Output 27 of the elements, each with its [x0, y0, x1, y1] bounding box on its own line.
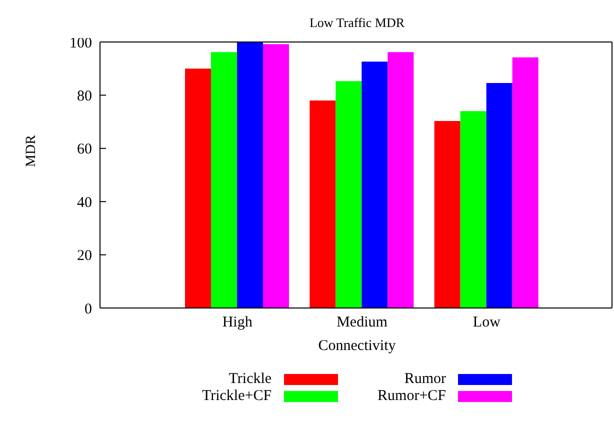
- bar: [263, 44, 289, 308]
- bar: [460, 111, 486, 308]
- bar: [185, 68, 211, 308]
- bar: [486, 82, 512, 308]
- legend-label: Rumor: [404, 371, 446, 388]
- bar: [237, 42, 263, 308]
- y-tick-label: 40: [77, 194, 92, 211]
- bar: [362, 62, 388, 308]
- bar: [512, 57, 538, 308]
- x-tick-label: High: [222, 314, 253, 331]
- y-axis-title: MDR: [24, 135, 40, 167]
- y-tick-label: 0: [84, 301, 92, 318]
- y-tick-label: 20: [77, 248, 92, 264]
- bar: [388, 52, 414, 308]
- legend-label: Trickle+CF: [202, 388, 272, 405]
- x-tick-label: Low: [472, 314, 501, 331]
- bar: [211, 52, 237, 308]
- bar: [434, 121, 460, 308]
- chart-title: Low Traffic MDR: [309, 15, 405, 30]
- legend-label: Rumor+CF: [378, 388, 446, 405]
- y-tick-label: 60: [77, 142, 92, 158]
- y-tick-label: 80: [77, 88, 92, 105]
- x-axis-title: Connectivity: [317, 338, 397, 355]
- bar: [336, 81, 362, 308]
- bar: [310, 100, 336, 308]
- x-tick-label: Medium: [336, 314, 388, 331]
- legend-label: Trickle: [228, 371, 272, 388]
